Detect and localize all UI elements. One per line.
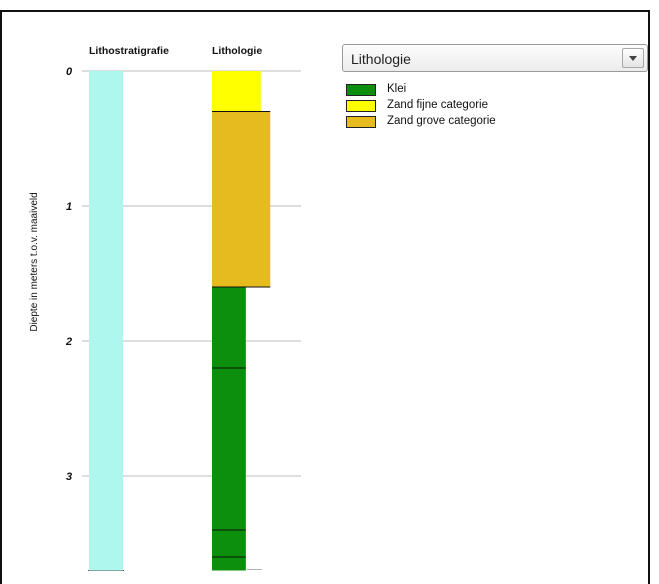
interval-0-0 bbox=[89, 71, 123, 571]
interval-1-3 bbox=[212, 368, 246, 530]
lithologie-dropdown[interactable]: Lithologie bbox=[342, 44, 648, 72]
legend-label: Zand grove categorie bbox=[387, 115, 496, 127]
y-tick-label: 2 bbox=[65, 336, 72, 348]
legend-swatch-zand-fijn bbox=[346, 100, 376, 112]
dropdown-toggle-button[interactable] bbox=[622, 48, 644, 68]
column-layer bbox=[89, 71, 271, 571]
legend-label: Klei bbox=[387, 83, 407, 95]
y-tick-label: 3 bbox=[66, 471, 72, 483]
interval-1-1 bbox=[212, 111, 271, 287]
interval-1-4 bbox=[212, 530, 246, 557]
y-axis-label: Diepte in meters t.o.v. maaiveld bbox=[29, 192, 40, 331]
interval-1-0 bbox=[212, 71, 261, 112]
y-tick-label: 1 bbox=[66, 201, 72, 213]
dropdown-selected-value: Lithologie bbox=[351, 51, 411, 67]
scale-marker-label: ——— bbox=[247, 567, 262, 573]
legend-swatch-klei bbox=[346, 84, 376, 96]
chevron-down-icon bbox=[629, 56, 637, 61]
column-title-lithostratigrafie: Lithostratigrafie bbox=[89, 45, 169, 57]
legend-label: Zand fijne categorie bbox=[387, 99, 489, 111]
tick-layer: 0 1 2 3 bbox=[65, 66, 73, 483]
interval-1-2 bbox=[212, 287, 246, 368]
legend-swatch-zand-grof bbox=[346, 116, 376, 128]
column-title-lithologie: Lithologie bbox=[212, 45, 262, 57]
y-tick-label: 0 bbox=[66, 66, 73, 78]
interval-1-5 bbox=[212, 557, 246, 571]
